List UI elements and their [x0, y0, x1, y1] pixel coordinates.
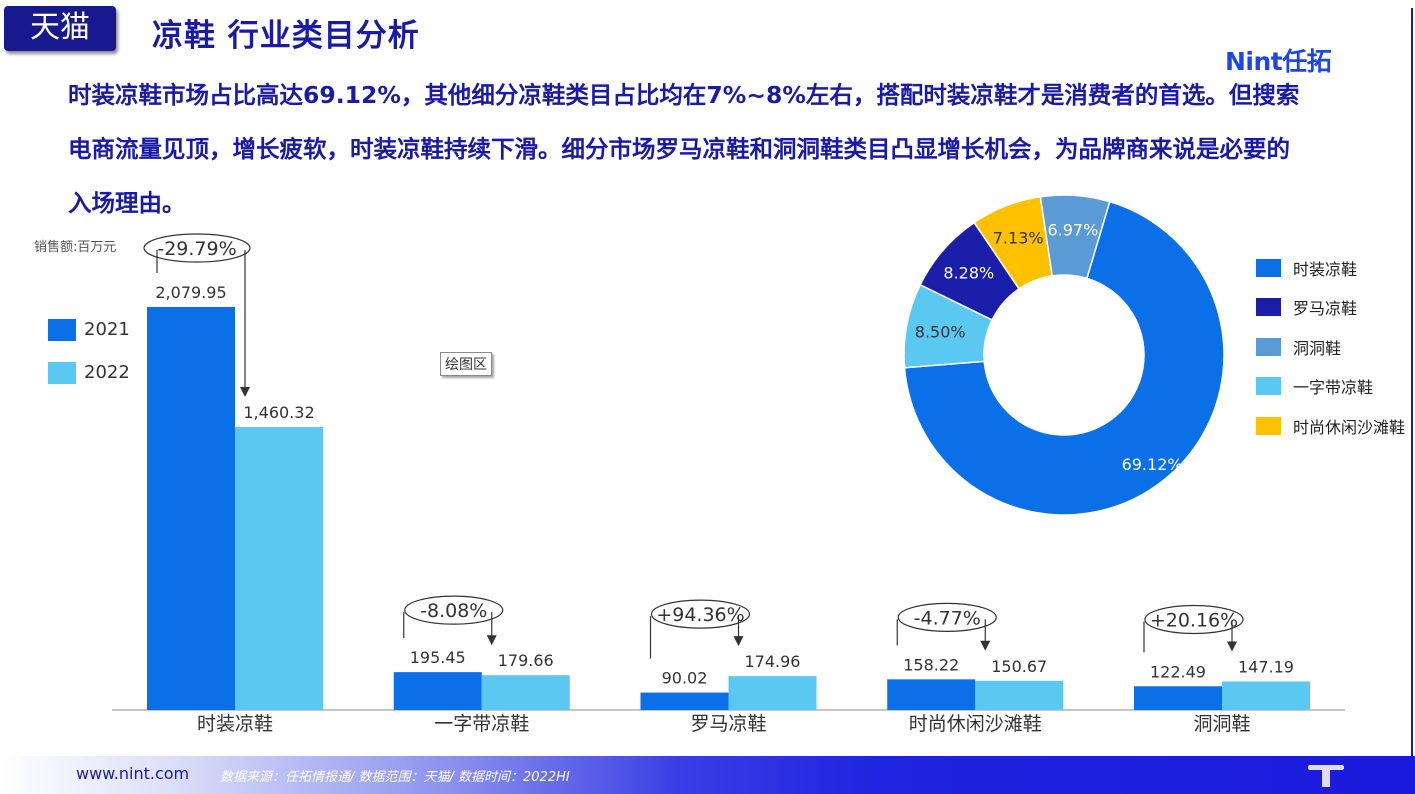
legend-label-2022: 2022: [84, 362, 130, 383]
bar-2022-3: [975, 680, 1064, 710]
bar-value-label: 174.96: [745, 652, 801, 671]
bar-value-label: 158.22: [903, 655, 959, 674]
donut-legend: 时装凉鞋罗马凉鞋洞洞鞋一字带凉鞋时尚休闲沙滩鞋: [1256, 248, 1405, 446]
donut-legend-label: 罗马凉鞋: [1293, 299, 1358, 319]
growth-arrowhead: [486, 635, 497, 646]
legend-swatch-2021: [48, 318, 76, 341]
footer-source: 数据来源：任拓情报通/ 数据范围：天猫/ 数据时间：2022HI: [220, 770, 570, 785]
bar-2021-4: [1134, 686, 1222, 710]
donut-legend-item: 时装凉鞋: [1256, 248, 1405, 288]
donut-legend-swatch: [1256, 258, 1281, 277]
bar-value-label: 150.67: [991, 657, 1047, 676]
growth-label: -4.77%: [914, 607, 981, 629]
bar-chart-legend: 2021 2022: [48, 308, 130, 394]
donut-legend-label: 时装凉鞋: [1293, 259, 1358, 279]
growth-annotation-1: -8.08%: [403, 595, 504, 646]
growth-arrowhead: [733, 636, 744, 647]
donut-legend-swatch: [1256, 377, 1281, 396]
bar-value-label: 2,079.95: [155, 283, 226, 302]
bar-2022-4: [1222, 681, 1310, 710]
donut-legend-swatch: [1256, 416, 1281, 435]
growth-ellipse: [897, 602, 997, 632]
growth-ellipse: [143, 233, 251, 263]
growth-annotation-2: +94.36%: [649, 599, 751, 659]
legend-swatch-2022: [48, 361, 76, 384]
bar-value-label: 90.02: [662, 669, 708, 688]
growth-arrowhead: [1227, 641, 1237, 652]
x-tick-label: 时装凉鞋: [197, 713, 273, 735]
donut-legend-item: 罗马凉鞋: [1256, 288, 1405, 328]
growth-annotation-3: -4.77%: [896, 602, 997, 651]
bar-value-label: 147.19: [1238, 657, 1294, 676]
right-border-line: [1411, 8, 1413, 760]
brand-logo: Nint任拓: [1225, 47, 1332, 76]
bar-2021-2: [640, 692, 729, 710]
platform-badge: 天猫: [4, 6, 116, 51]
bar-2021-3: [887, 679, 976, 710]
growth-label: +20.16%: [1150, 609, 1238, 631]
growth-ellipse: [404, 595, 504, 625]
legend-item-2021: 2021: [48, 308, 130, 351]
bar-value-label: 1,460.32: [243, 403, 314, 422]
growth-annotation-0: -29.79%: [143, 233, 251, 398]
x-tick-label: 罗马凉鞋: [690, 713, 766, 735]
bar-2022-0: [235, 427, 323, 710]
footer-logo-icon: [1308, 765, 1344, 787]
growth-label: -8.08%: [420, 600, 487, 622]
donut-legend-label: 时尚休闲沙滩鞋: [1293, 417, 1406, 437]
y-axis-unit-label: 销售额:百万元: [34, 240, 117, 255]
summary-text: 时装凉鞋市场占比高达69.12%，其他细分凉鞋类目占比均在7%~8%左右，搭配时…: [68, 81, 1300, 217]
plot-area-tooltip: 绘图区: [440, 352, 492, 376]
growth-arrowhead: [240, 387, 250, 398]
growth-annotation-4: +20.16%: [1143, 604, 1244, 653]
legend-label-2021: 2021: [84, 319, 130, 340]
bar-2021-0: [147, 307, 235, 710]
growth-label: +94.36%: [656, 604, 744, 626]
bar-2022-1: [481, 675, 570, 710]
footer-website: www.nint.com: [76, 764, 190, 783]
x-tick-label: 一字带凉鞋: [434, 713, 529, 735]
donut-legend-label: 一字带凉鞋: [1293, 378, 1374, 398]
bar-2022-2: [728, 676, 817, 710]
bar-value-label: 179.66: [498, 651, 554, 670]
growth-ellipse: [650, 599, 751, 629]
donut-legend-item: 一字带凉鞋: [1256, 367, 1405, 407]
bar-2021-1: [393, 672, 482, 710]
donut-legend-item: 时尚休闲沙滩鞋: [1256, 406, 1405, 446]
growth-label: -29.79%: [157, 238, 236, 260]
donut-legend-swatch: [1256, 337, 1281, 356]
donut-legend-swatch: [1256, 298, 1281, 317]
x-tick-label: 时尚休闲沙滩鞋: [909, 713, 1042, 735]
bar-value-label: 122.49: [1150, 662, 1206, 681]
legend-item-2022: 2022: [48, 351, 130, 394]
x-tick-label: 洞洞鞋: [1193, 713, 1250, 735]
footer-bar: www.nint.com 数据来源：任拓情报通/ 数据范围：天猫/ 数据时间：2…: [0, 756, 1415, 794]
growth-arrowhead: [980, 640, 991, 651]
bar-value-label: 195.45: [410, 648, 466, 667]
donut-legend-item: 洞洞鞋: [1256, 327, 1405, 367]
growth-ellipse: [1144, 604, 1244, 635]
donut-legend-label: 洞洞鞋: [1293, 338, 1342, 358]
page-title: 凉鞋 行业类目分析: [152, 18, 420, 54]
